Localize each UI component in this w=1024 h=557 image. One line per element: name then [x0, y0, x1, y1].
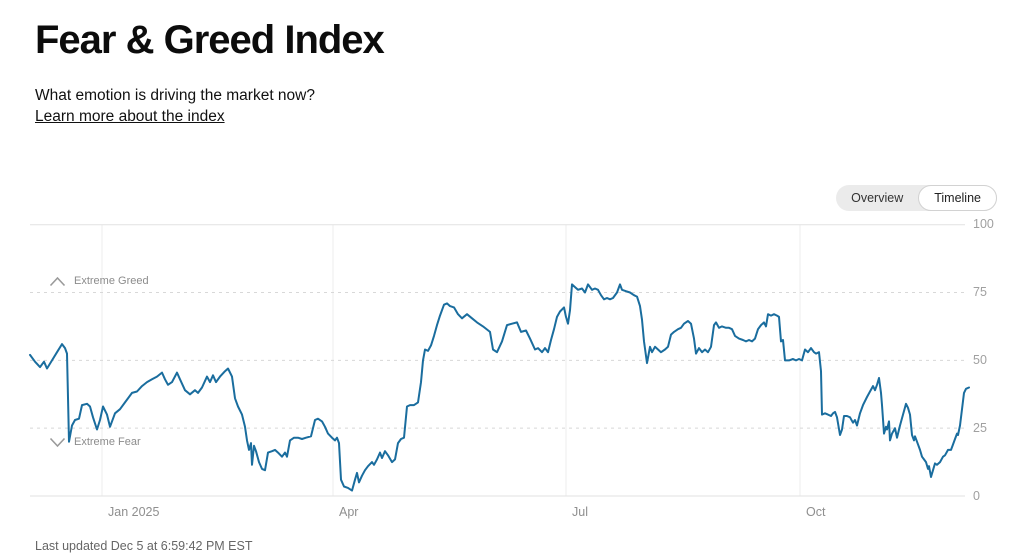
overview-tab[interactable]: Overview — [851, 191, 904, 205]
page-subtitle: What emotion is driving the market now? — [35, 87, 315, 104]
y-axis-tick: 50 — [973, 352, 987, 367]
extreme-greed-text: Extreme Greed — [74, 275, 149, 287]
view-toggle: Overview Timeline — [836, 185, 997, 211]
x-axis-tick: Jan 2025 — [108, 505, 160, 519]
page-title: Fear & Greed Index — [35, 18, 385, 62]
chevron-up-icon — [49, 276, 66, 287]
extreme-fear-label: Extreme Fear — [49, 436, 141, 448]
extreme-greed-label: Extreme Greed — [49, 275, 149, 287]
x-axis-tick: Oct — [806, 505, 826, 519]
x-axis-tick: Jul — [572, 505, 588, 519]
last-updated-text: Last updated Dec 5 at 6:59:42 PM EST — [35, 539, 253, 553]
y-axis-tick: 0 — [973, 488, 980, 503]
y-axis-tick: 75 — [973, 285, 987, 300]
y-axis-tick: 25 — [973, 420, 987, 435]
y-axis-tick: 100 — [973, 217, 994, 232]
extreme-fear-text: Extreme Fear — [74, 436, 141, 448]
chevron-down-icon — [49, 437, 66, 448]
learn-more-link[interactable]: Learn more about the index — [35, 108, 225, 125]
timeline-tab[interactable]: Timeline — [918, 185, 997, 211]
x-axis-tick: Apr — [339, 505, 359, 519]
index-series-line — [29, 283, 970, 492]
